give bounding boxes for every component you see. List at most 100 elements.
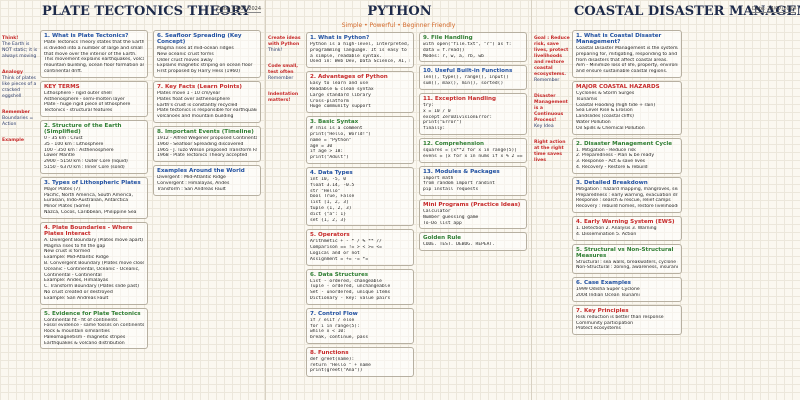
panel-date: Date: 24/07/2024 — [216, 6, 261, 13]
section: 5. Evidence for Plate Tectonics Continent… — [40, 307, 148, 350]
note: Remember — [268, 76, 294, 81]
section-line: C. Transform Boundary (Plates slide past… — [44, 284, 140, 290]
section-line: Fossil evidence - same fossils on contin… — [44, 323, 144, 329]
section-line: Plates float over asthenosphere — [157, 96, 230, 102]
note: Think! — [2, 36, 19, 41]
section-line: 1. Detection 2. Analysis 3. Warning — [576, 225, 657, 231]
section-line: Dictionary - key: value pairs — [310, 295, 391, 301]
note: Analogy — [2, 70, 23, 75]
section: 7. Key Principles Risk reduction is bette… — [572, 304, 682, 336]
panel-title: PLATE TECTONICS THEORY — [42, 4, 251, 19]
section: 7. Control Flow if / elif / else for i in … — [306, 307, 414, 344]
section: 1. What is Python? Python is a high-level… — [306, 32, 414, 69]
section-line: 4. Recovery - Restore & rebuild — [576, 164, 648, 170]
section-line: bool True, False — [310, 194, 355, 200]
section-line: mountain building, ocean floor formation… — [44, 63, 144, 69]
section-line: Calculator — [423, 208, 451, 214]
section-heading: 4. Data Types — [310, 169, 353, 176]
section-heading: 4. Plate Boundaries - Where Plates Inter… — [44, 224, 133, 237]
section-line: evens = [x for x in nums if x % 2 == 0] — [423, 153, 523, 159]
section-line: Tuple - ordered, unchangeable — [310, 284, 391, 290]
section-heading: 7. Control Flow — [310, 310, 358, 317]
section-line: First proposed by Harry Hess (1960) — [157, 69, 241, 75]
section-heading: 1. What is Plate Tectonics? — [44, 33, 129, 39]
section: 2. Advantages of Python Easy to learn and… — [306, 71, 414, 114]
section-line: Cross-platform — [310, 98, 349, 104]
section-heading: 3. Types of Lithospheric Plates — [44, 179, 141, 186]
section: 2. Structure of the Earth (Simplified) 0 … — [40, 119, 148, 174]
section-line: 0 - 35 km : Crust — [44, 135, 83, 141]
section-heading: 5. Evidence for Plate Tectonics — [44, 310, 141, 317]
section-line: Number guessing game — [423, 214, 479, 220]
section-line: Oceanic - Continental, Oceanic - Oceanic… — [44, 266, 140, 272]
section: 13. Modules & Packages import math from ra… — [419, 165, 527, 196]
section-line: Asthenosphere - semi-molten layer — [44, 96, 125, 102]
section-line: if / elif / else — [310, 317, 355, 323]
section-heading: Golden Rule — [423, 235, 462, 242]
section-line: New crust is formed — [44, 249, 91, 255]
section-line: volcanoes and mountain building — [157, 114, 234, 120]
section-line: 35 - 100 km : Lithosphere — [44, 141, 104, 147]
section-heading: 1. What is Python? — [310, 35, 370, 41]
section-line: while x < 10: — [310, 329, 346, 335]
section: 3. Basic Syntax # This is a comment print(… — [306, 116, 414, 164]
section-line: is divided into a number of large and sm… — [44, 45, 144, 51]
section-line: from disasters that affect coastal areas… — [576, 57, 668, 63]
section-line: print("Error") — [423, 120, 462, 126]
section-line: Sea Level Rise & Erosion — [576, 108, 633, 114]
section-line: Tectonics - structural features — [44, 108, 113, 114]
section: 2. Disaster Management Cycle 1. Mitigatio… — [572, 137, 682, 174]
section-line: Large standard library — [310, 92, 371, 98]
section-heading: 5. Structural vs Non-Structural Measures — [576, 246, 674, 259]
section-line: Preparedness : early warning, evacuation… — [576, 192, 678, 198]
note: Think! — [268, 48, 283, 53]
section-line: tuple (1, 2, 3) — [310, 205, 352, 211]
section-line: programming language. It is easy to lear… — [310, 47, 410, 53]
section-line: sum(), max(), min(), sorted() — [423, 81, 504, 87]
section-line: Explains magnetic striping on ocean floo… — [157, 63, 253, 69]
section-line: Protect ecosystems — [576, 326, 621, 332]
note: Think of plates like pieces of a cracked… — [2, 76, 37, 99]
section: 5. Operators Arithmetic + - * / % ** //Co… — [306, 229, 414, 266]
section-heading: 8. Important Events (Timeline) — [157, 128, 254, 135]
section-line: 100 - 350 km : Asthenosphere — [44, 147, 114, 153]
section-line: 4. Dissemination 5. Action — [576, 231, 637, 237]
section-line: Non-Structural : zoning, awareness, insu… — [576, 265, 678, 271]
section-line: dict {"a": 1} — [310, 211, 346, 217]
side-notes: Goal : Reduce risk, save lives, protect … — [534, 26, 570, 396]
section-heading: 10. Useful Built-in Functions — [423, 68, 513, 75]
section-line: No crust created or destroyed — [44, 289, 113, 295]
section-heading: 2. Structure of the Earth (Simplified) — [44, 122, 122, 135]
section-heading: Examples Around the World — [157, 168, 245, 175]
section-heading: 6. Seafloor Spreading (Key Concept) — [157, 33, 242, 45]
section-heading: 5. Operators — [310, 232, 350, 239]
section-line: continental drift. — [44, 68, 83, 74]
section-line: Tsunamis — [576, 96, 598, 102]
section-heading: 7. Key Facts (Learn Points) — [157, 83, 242, 90]
section-line: print(greet("Ana")) — [310, 368, 363, 374]
section-line: 3. Response - Act & save lives — [576, 159, 646, 165]
section-heading: 11. Exception Handling — [423, 95, 497, 102]
section-line: Coastal Disaster Management is the syste… — [576, 46, 678, 51]
note: Right action at the right time saves liv… — [534, 140, 566, 163]
section-line: Nazca, Cocos, Caribbean, Philippine Sea — [44, 209, 137, 215]
section: 6. Case Examples 1999 Odisha Super Cyclon… — [572, 277, 682, 302]
section-line: print("Hello, World!") — [310, 131, 371, 137]
section-line: Convergent : Himalayas, Andes — [157, 180, 230, 186]
section: MAJOR COASTAL HAZARDS Cyclones & Storm Su… — [572, 80, 682, 135]
section-heading: 3. Basic Syntax — [310, 119, 359, 126]
section-line: break, continue, pass — [310, 335, 369, 341]
note: Disaster Management is a Continuous Proc… — [534, 94, 568, 123]
section-line: Magma rises at mid-ocean ridges — [157, 46, 234, 51]
section-line: Assignment = += -= *= — [310, 256, 369, 262]
section-line: str "Hello" — [310, 188, 341, 194]
section-line: Continental - Continental — [44, 272, 102, 278]
section-line: 1965 - J. Tuzo Wilson proposed Transform… — [157, 147, 257, 153]
section-line: 1. Mitigation - Reduce risk — [576, 147, 636, 153]
section-line: age = 30 — [310, 143, 333, 149]
section: 9. File Handling with open("file.txt", "r… — [419, 32, 527, 63]
section-heading: 13. Modules & Packages — [423, 168, 500, 175]
note: Remember — [2, 110, 31, 115]
section-line: 5150 - 6370 km : Inner Core (solid) — [44, 164, 125, 170]
section: KEY TERMS Lithosphere - rigid outer shell… — [40, 80, 148, 117]
